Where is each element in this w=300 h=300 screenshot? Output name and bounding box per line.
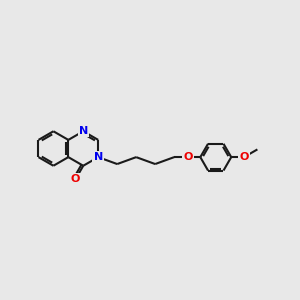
- Text: O: O: [183, 152, 193, 162]
- Text: O: O: [71, 174, 80, 184]
- Text: O: O: [239, 152, 249, 162]
- Text: N: N: [79, 126, 88, 136]
- Text: N: N: [94, 152, 103, 162]
